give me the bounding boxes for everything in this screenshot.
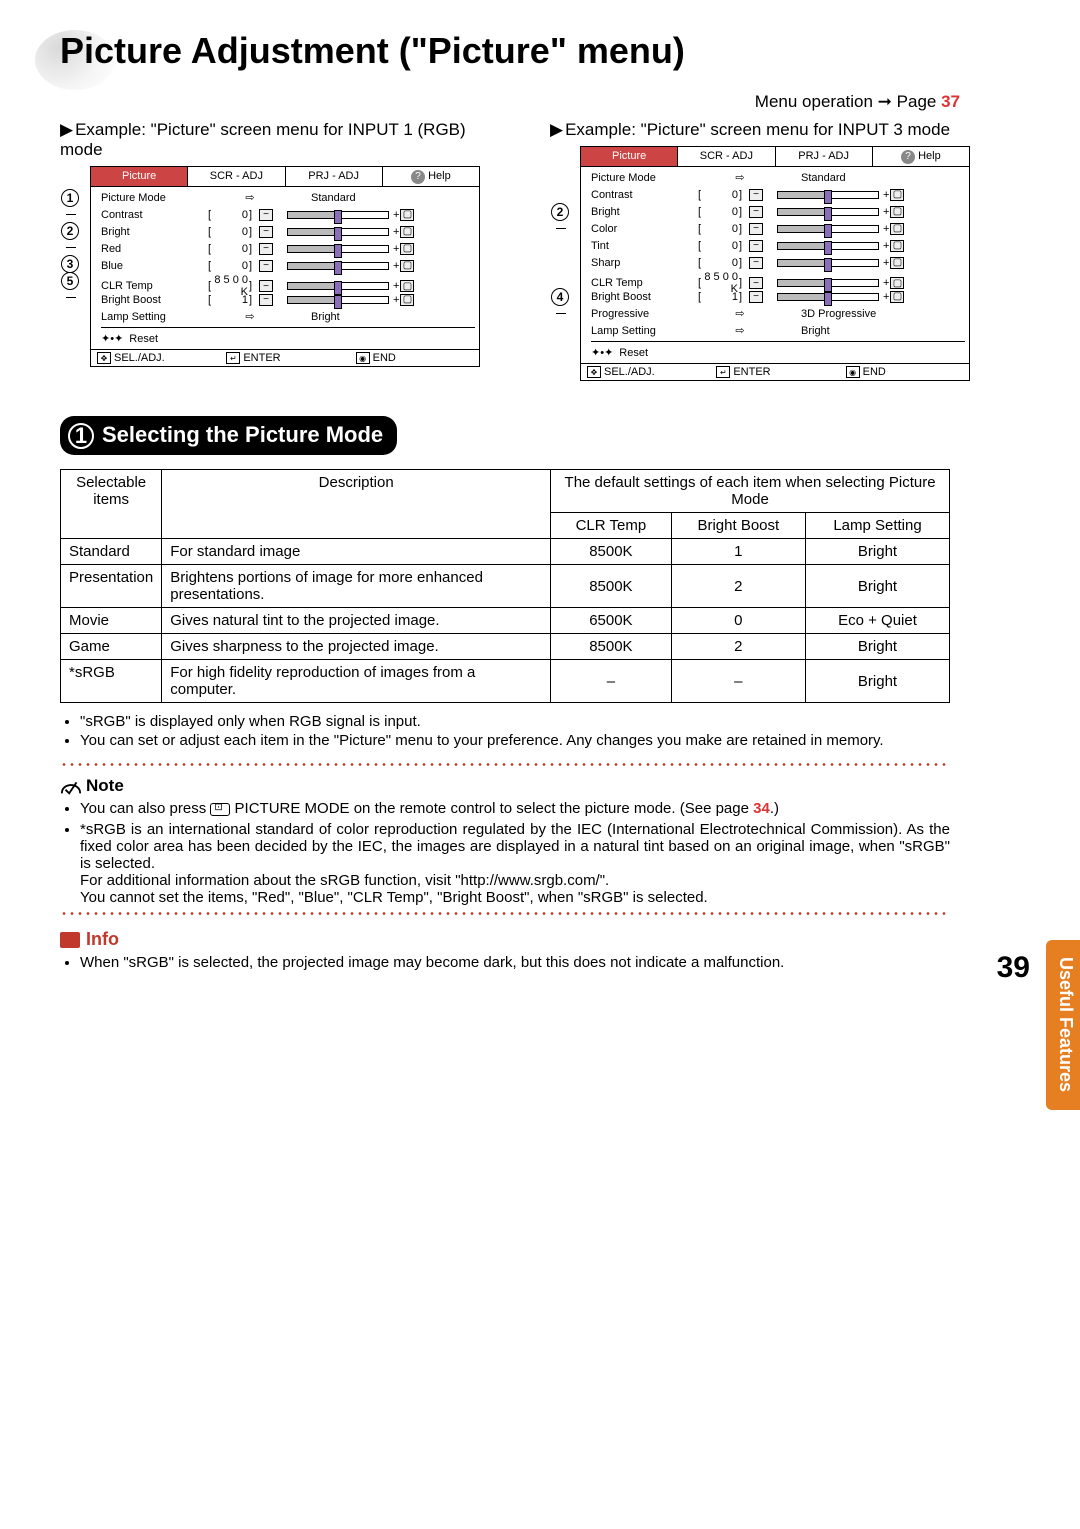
page-title: Picture Adjustment ("Picture" menu) <box>60 30 1080 72</box>
osd-row: Bright[0]−+▢ <box>591 203 965 220</box>
book-icon <box>60 932 80 948</box>
osd-row: CLR Temp[8 5 0 0 K]−+▢ <box>591 271 965 288</box>
callout-r2: 2 <box>551 203 569 221</box>
picture-mode-button-icon <box>210 803 230 816</box>
callout-2: 2 <box>61 222 79 240</box>
th-clr: CLR Temp <box>551 513 672 539</box>
callout-3: 3 <box>61 255 79 273</box>
enter-icon: ↵ <box>716 366 730 378</box>
tab-prj-adj[interactable]: PRJ - ADJ <box>286 167 383 186</box>
tab-scr-adj[interactable]: SCR - ADJ <box>188 167 285 186</box>
callout-5: 5 <box>61 272 79 290</box>
note-icon <box>60 776 82 796</box>
tab-prj-adj[interactable]: PRJ - ADJ <box>776 147 873 166</box>
tab-picture[interactable]: Picture <box>581 147 678 166</box>
note-text: You can also press PICTURE MODE on the r… <box>60 800 950 906</box>
table-row: GameGives sharpness to the projected ima… <box>61 634 950 660</box>
examples-row: ▶Example: "Picture" screen menu for INPU… <box>60 120 1080 381</box>
osd-row-reset: ✦•✦Reset <box>591 344 965 361</box>
seladj-icon: ✥ <box>587 366 601 378</box>
tab-scr-adj[interactable]: SCR - ADJ <box>678 147 775 166</box>
dotted-separator-2 <box>60 912 950 915</box>
osd-row: Sharp[0]−+▢ <box>591 254 965 271</box>
callouts-right: 2 4 <box>551 169 569 305</box>
th-defaults: The default settings of each item when s… <box>551 470 950 513</box>
page-number: 39 <box>997 951 1030 985</box>
table-row: MovieGives natural tint to the projected… <box>61 608 950 634</box>
osd-right: 2 4 Picture SCR - ADJ PRJ - ADJ ?Help Pi… <box>580 146 970 381</box>
osd-footer: ✥SEL./ADJ. ↵ENTER ◉END <box>91 349 479 366</box>
osd-row: Picture Mode⇨Standard <box>101 189 475 206</box>
osd-left: 1 2 3 5 Picture SCR - ADJ PRJ - ADJ ?Hel… <box>90 166 480 367</box>
osd-footer-r: ✥SEL./ADJ. ↵ENTER ◉END <box>581 363 969 380</box>
end-icon: ◉ <box>356 352 370 364</box>
table-row: PresentationBrightens portions of image … <box>61 565 950 608</box>
osd-row: Lamp Setting⇨Bright <box>101 308 475 325</box>
th-selectable: Selectableitems <box>61 470 162 539</box>
info-item: When "sRGB" is selected, the projected i… <box>80 954 950 971</box>
enter-icon: ↵ <box>226 352 240 364</box>
note-item-1: You can also press PICTURE MODE on the r… <box>80 800 950 817</box>
side-tab: Useful Features <box>1046 940 1080 1110</box>
example-right: ▶Example: "Picture" screen menu for INPU… <box>550 120 980 381</box>
osd-row: Picture Mode⇨Standard <box>591 169 965 186</box>
osd-row: Contrast[0]−+▢ <box>101 206 475 223</box>
info-text: When "sRGB" is selected, the projected i… <box>60 954 950 971</box>
callout-r4: 4 <box>551 288 569 306</box>
tab-help[interactable]: ?Help <box>873 147 969 166</box>
osd-row: Color[0]−+▢ <box>591 220 965 237</box>
th-description: Description <box>162 470 551 539</box>
osd-row: Lamp Setting⇨Bright <box>591 322 965 339</box>
th-lamp: Lamp Setting <box>806 513 950 539</box>
callout-1: 1 <box>61 189 79 207</box>
info-header: Info <box>60 929 1080 950</box>
osd-row: Progressive⇨3D Progressive <box>591 305 965 322</box>
osd-row-reset: ✦•✦Reset <box>101 330 475 347</box>
example-right-label: ▶Example: "Picture" screen menu for INPU… <box>550 120 980 140</box>
dotted-separator <box>60 763 950 766</box>
osd-row: Bright[0]−+▢ <box>101 223 475 240</box>
osd-row: Red[0]−+▢ <box>101 240 475 257</box>
osd-row: Bright Boost[1]−+▢ <box>101 291 475 308</box>
osd-tabs-r: Picture SCR - ADJ PRJ - ADJ ?Help <box>581 147 969 167</box>
table-row: StandardFor standard image8500K1Bright <box>61 539 950 565</box>
picture-mode-table: Selectableitems Description The default … <box>60 469 950 703</box>
seladj-icon: ✥ <box>97 352 111 364</box>
example-left: ▶Example: "Picture" screen menu for INPU… <box>60 120 490 381</box>
bullet-item: You can set or adjust each item in the "… <box>80 732 950 749</box>
bullet-item: "sRGB" is displayed only when RGB signal… <box>80 713 950 730</box>
th-bb: Bright Boost <box>671 513 805 539</box>
osd-row: Bright Boost[1]−+▢ <box>591 288 965 305</box>
tab-picture[interactable]: Picture <box>91 167 188 186</box>
osd-row: Blue[0]−+▢ <box>101 257 475 274</box>
after-table-bullets: "sRGB" is displayed only when RGB signal… <box>60 713 950 749</box>
callouts-left: 1 2 3 5 <box>61 189 79 289</box>
example-left-label: ▶Example: "Picture" screen menu for INPU… <box>60 120 490 160</box>
tab-help[interactable]: ?Help <box>383 167 479 186</box>
menu-operation-ref: Menu operation ➞ Page 37 <box>60 92 960 112</box>
table-row: *sRGBFor high fidelity reproduction of i… <box>61 660 950 703</box>
osd-row: Contrast[0]−+▢ <box>591 186 965 203</box>
osd-row: CLR Temp[8 5 0 0 K]−+▢ <box>101 274 475 291</box>
osd-tabs: Picture SCR - ADJ PRJ - ADJ ?Help <box>91 167 479 187</box>
osd-row: Tint[0]−+▢ <box>591 237 965 254</box>
end-icon: ◉ <box>846 366 860 378</box>
note-item-2: *sRGB is an international standard of co… <box>80 821 950 906</box>
note-header: Note <box>60 776 1080 796</box>
section-1-header: 1Selecting the Picture Mode <box>60 416 397 455</box>
